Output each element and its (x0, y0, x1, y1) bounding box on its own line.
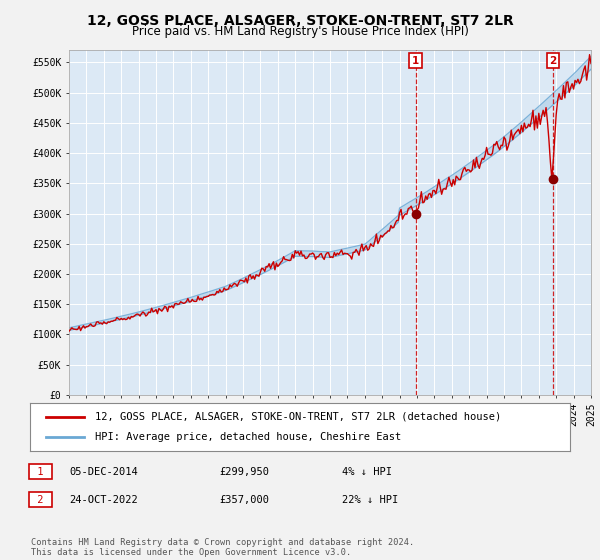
Text: 2: 2 (31, 494, 50, 505)
Text: 24-OCT-2022: 24-OCT-2022 (69, 494, 138, 505)
Text: 05-DEC-2014: 05-DEC-2014 (69, 466, 138, 477)
Text: 22% ↓ HPI: 22% ↓ HPI (342, 494, 398, 505)
Text: Price paid vs. HM Land Registry's House Price Index (HPI): Price paid vs. HM Land Registry's House … (131, 25, 469, 38)
Text: HPI: Average price, detached house, Cheshire East: HPI: Average price, detached house, Ches… (95, 432, 401, 442)
Text: £357,000: £357,000 (219, 494, 269, 505)
Text: Contains HM Land Registry data © Crown copyright and database right 2024.
This d: Contains HM Land Registry data © Crown c… (31, 538, 415, 557)
Text: 4% ↓ HPI: 4% ↓ HPI (342, 466, 392, 477)
Text: £299,950: £299,950 (219, 466, 269, 477)
Text: 1: 1 (31, 466, 50, 477)
Text: 12, GOSS PLACE, ALSAGER, STOKE-ON-TRENT, ST7 2LR: 12, GOSS PLACE, ALSAGER, STOKE-ON-TRENT,… (86, 14, 514, 28)
Text: 2: 2 (549, 55, 557, 66)
Text: 12, GOSS PLACE, ALSAGER, STOKE-ON-TRENT, ST7 2LR (detached house): 12, GOSS PLACE, ALSAGER, STOKE-ON-TRENT,… (95, 412, 501, 422)
Text: 1: 1 (412, 55, 419, 66)
